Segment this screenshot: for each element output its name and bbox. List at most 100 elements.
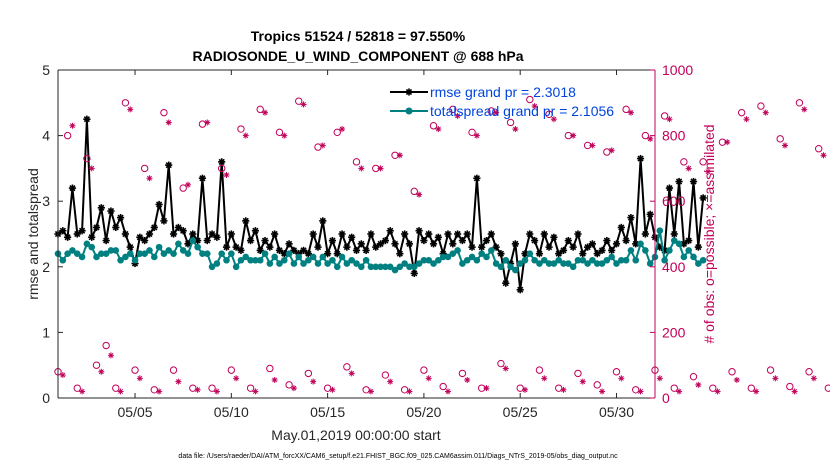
data-point-rmse-116 xyxy=(612,240,621,248)
data-point-obs-possible-80 xyxy=(824,384,830,392)
data-point-rmse-123-stroke xyxy=(647,211,654,218)
data-point-rmse-6-stroke xyxy=(83,116,90,123)
data-point-totalspread-94 xyxy=(507,263,514,271)
data-point-totalspread-126 xyxy=(661,256,668,264)
data-point-rmse-70 xyxy=(391,240,399,248)
data-point-obs-assimilated-0 xyxy=(59,372,66,379)
data-point-rmse-40 xyxy=(246,236,255,245)
data-point-obs-possible-4 xyxy=(92,361,101,369)
data-point-rmse-127-stroke xyxy=(666,184,673,192)
data-point-obs-possible-70 xyxy=(728,368,736,376)
data-point-totalspread-131 xyxy=(685,247,693,254)
data-point-rmse-23-stroke xyxy=(165,162,172,169)
data-point-totalspread-32 xyxy=(208,263,216,271)
data-point-obs-assimilated-52 xyxy=(560,386,567,393)
data-point-totalspread-24 xyxy=(170,250,177,257)
data-point-totalspread-28 xyxy=(189,237,197,244)
data-point-rmse-11-stroke xyxy=(107,207,115,215)
data-point-rmse-62 xyxy=(352,246,361,254)
data-point-obs-possible-1 xyxy=(63,131,72,140)
data-point-obs-possible-50 xyxy=(535,366,544,374)
data-point-rmse-58-stroke xyxy=(334,250,341,257)
data-point-obs-assimilated-60 xyxy=(637,388,644,395)
data-point-obs-assimilated-14 xyxy=(194,386,201,393)
data-point-rmse-127 xyxy=(665,184,674,192)
data-point-rmse-105-stroke xyxy=(560,247,567,254)
data-point-rmse-36-stroke xyxy=(228,230,235,238)
data-point-totalspread-98 xyxy=(526,250,534,257)
data-point-rmse-122-stroke xyxy=(642,230,649,238)
data-point-totalspread-69 xyxy=(386,263,394,271)
data-point-obs-assimilated-19-stroke xyxy=(243,133,249,139)
data-point-rmse-39-stroke xyxy=(242,217,249,224)
data-point-obs-assimilated-14-stroke xyxy=(195,387,201,393)
data-point-totalspread-31 xyxy=(203,250,211,257)
data-point-rmse-29-stroke xyxy=(194,237,201,244)
data-point-obs-assimilated-4 xyxy=(98,368,105,375)
data-point-totalspread-88 xyxy=(478,250,485,257)
data-point-totalspread-103 xyxy=(550,260,558,267)
data-point-obs-assimilated-21-stroke xyxy=(262,110,268,116)
data-point-rmse-64-stroke xyxy=(363,247,370,254)
y-tick-label-left-1: 1 xyxy=(42,324,50,340)
data-point-totalspread-102 xyxy=(545,260,553,267)
data-point-obs-assimilated-8 xyxy=(136,375,143,382)
data-point-rmse-37-stroke xyxy=(233,244,240,251)
data-point-rmse-75 xyxy=(415,227,423,235)
data-point-totalspread-111 xyxy=(589,256,596,264)
data-point-obs-assimilated-36-stroke xyxy=(406,388,412,394)
data-point-obs-assimilated-57 xyxy=(608,147,615,154)
data-point-rmse-73 xyxy=(405,240,414,248)
data-point-rmse-6 xyxy=(83,115,91,123)
data-point-rmse-11 xyxy=(107,207,115,215)
data-point-totalspread-107 xyxy=(569,263,577,271)
data-point-totalspread-19 xyxy=(146,247,153,254)
data-point-obs-assimilated-30 xyxy=(348,370,355,377)
y-tick-label-left-2: 2 xyxy=(42,259,50,275)
data-point-totalspread-83 xyxy=(454,247,461,254)
data-point-obs-assimilated-62-stroke xyxy=(657,375,663,381)
ticks-layer: 05/05 05/10 05/15 05/20 05/25 05/30 0 1 2 3 4 5 0 200… xyxy=(42,62,693,420)
data-point-obs-assimilated-5 xyxy=(107,352,114,359)
data-point-obs-assimilated-72 xyxy=(753,388,760,395)
data-point-rmse-30 xyxy=(198,174,207,182)
data-point-obs-assimilated-76-stroke xyxy=(792,388,798,394)
data-point-totalspread-26 xyxy=(179,247,187,254)
data-point-rmse-56-stroke xyxy=(324,250,331,257)
data-point-obs-possible-24 xyxy=(285,381,293,389)
data-point-obs-assimilated-23 xyxy=(281,132,288,139)
data-point-totalspread-110 xyxy=(584,260,591,267)
data-point-obs-possible-41 xyxy=(449,105,457,114)
data-point-rmse-53 xyxy=(309,230,317,238)
data-point-rmse-117 xyxy=(617,223,625,232)
data-point-obs-possible-25 xyxy=(295,97,303,105)
data-point-totalspread-93 xyxy=(502,256,510,264)
data-point-obs-assimilated-2 xyxy=(79,388,86,395)
data-point-obs-assimilated-54-stroke xyxy=(580,379,586,385)
data-point-rmse-134 xyxy=(699,194,707,202)
data-point-obs-assimilated-62 xyxy=(656,375,663,382)
data-point-rmse-111 xyxy=(588,240,597,248)
data-point-obs-assimilated-37 xyxy=(416,191,423,198)
data-point-rmse-34-stroke xyxy=(218,158,225,165)
data-point-rmse-71 xyxy=(396,250,404,258)
data-point-rmse-92 xyxy=(497,250,505,258)
data-point-totalspread-2 xyxy=(64,250,71,257)
data-point-rmse-95 xyxy=(511,240,519,248)
data-point-obs-possible-75 xyxy=(776,135,784,143)
data-point-obs-assimilated-40 xyxy=(444,388,451,395)
data-point-obs-assimilated-31 xyxy=(358,165,365,172)
data-point-rmse-17 xyxy=(136,233,144,241)
data-point-rmse-36 xyxy=(227,230,235,238)
data-point-obs-possible-22 xyxy=(266,364,274,373)
data-point-obs-possible-18 xyxy=(227,366,236,374)
data-point-obs-possible-47 xyxy=(506,118,515,127)
data-point-rmse-52-stroke xyxy=(305,250,312,257)
data-point-rmse-42 xyxy=(256,246,264,254)
data-point-rmse-84-stroke xyxy=(459,237,466,244)
data-point-rmse-78-stroke xyxy=(430,240,437,247)
data-point-obs-assimilated-30-stroke xyxy=(349,370,355,376)
data-point-rmse-81-stroke xyxy=(444,230,452,238)
data-point-rmse-15 xyxy=(126,243,134,251)
data-point-obs-assimilated-45-stroke xyxy=(493,110,499,116)
